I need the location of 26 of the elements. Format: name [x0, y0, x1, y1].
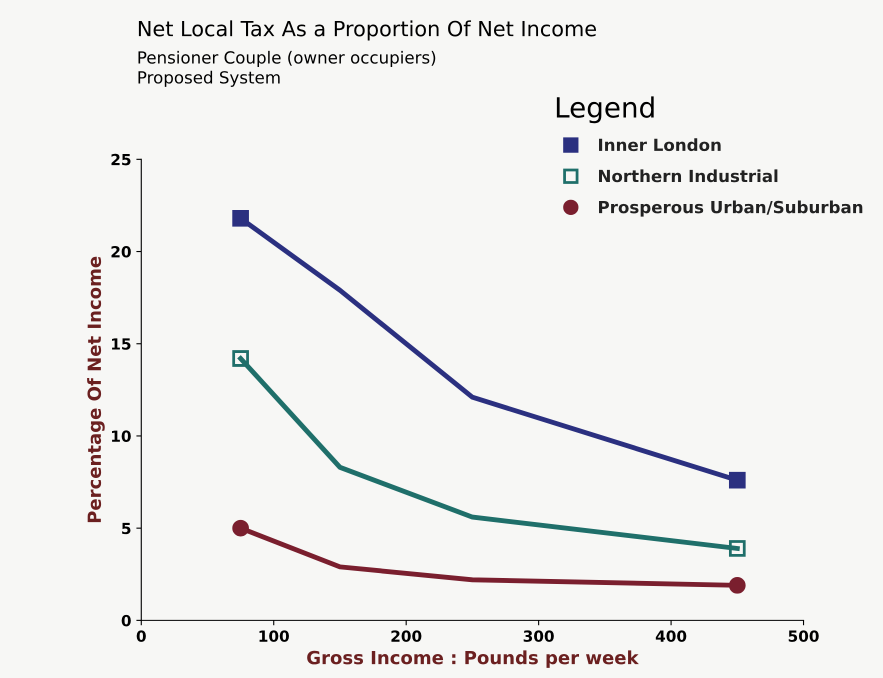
point — [728, 472, 746, 489]
chart-subtitle: Pensioner Couple (owner occupiers) Proposed System — [138, 50, 436, 87]
x-tick-label: 0 — [136, 630, 146, 642]
x-tick-label: 100 — [260, 630, 289, 642]
y-axis-title: Percentage Of Net Income — [87, 256, 105, 522]
y-tick-label: 20 — [112, 246, 131, 258]
x-tick-label: 500 — [788, 630, 819, 642]
point — [232, 350, 249, 367]
y-tick-label: 10 — [112, 430, 131, 442]
point — [232, 210, 249, 227]
y-tick-label: 5 — [122, 522, 130, 534]
legend-title: Legend — [556, 96, 654, 124]
point — [728, 540, 746, 557]
point — [728, 576, 746, 594]
x-tick-label: 400 — [656, 630, 686, 642]
legend-label: Northern Industrial — [599, 169, 778, 182]
legend-label: Inner London — [599, 138, 721, 152]
x-tick-label: 200 — [391, 630, 422, 642]
y-tick-label: 15 — [112, 338, 130, 350]
y-tick-label: 0 — [122, 614, 131, 626]
point — [232, 520, 249, 536]
legend-label: Prosperous Urban/Suburban — [599, 200, 862, 217]
chart-title: Net Local Tax As a Proportion Of Net Income — [138, 20, 596, 41]
y-tick-label: 25 — [112, 154, 130, 166]
x-axis-title: Gross Income : Pounds per week — [307, 650, 639, 668]
x-tick-label: 300 — [524, 630, 554, 642]
